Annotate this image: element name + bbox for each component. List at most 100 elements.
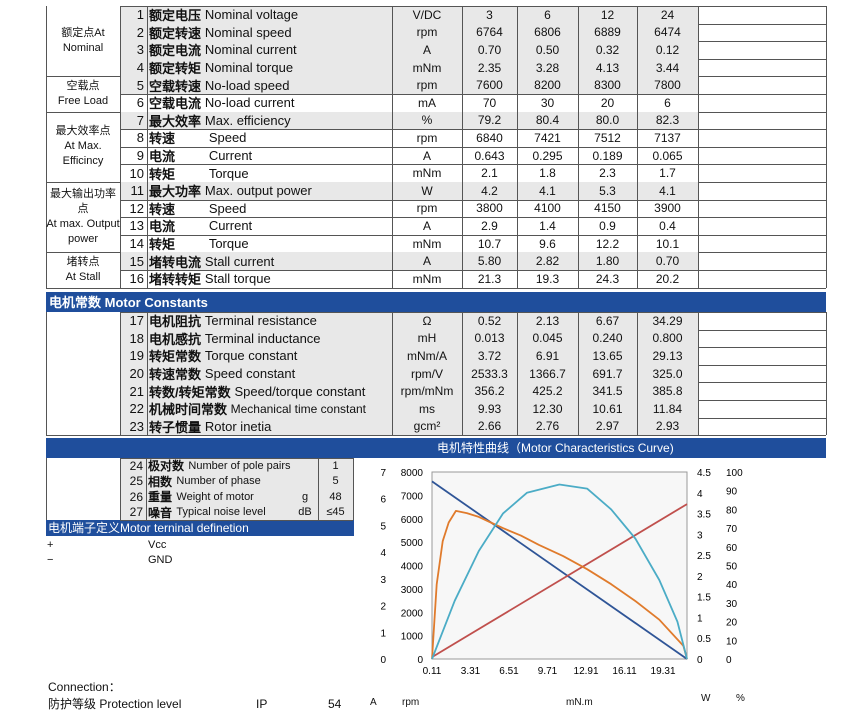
row-value: 6474 — [654, 25, 681, 40]
tick-label-pct: 40 — [726, 580, 738, 591]
tick-label-w: 2 — [697, 572, 703, 583]
group-en: At Max. Efficincy — [62, 140, 104, 168]
row-value: 6 — [664, 95, 671, 110]
row-number: 6 — [136, 95, 144, 111]
tick-label-pct: 100 — [726, 468, 743, 479]
row-value: 0.70 — [655, 254, 680, 269]
param-cn: 电机阻抗 — [149, 314, 202, 330]
tick-label-w: 4 — [697, 489, 703, 500]
row-border — [120, 94, 826, 95]
col-border — [46, 312, 47, 436]
row-value: 10.1 — [655, 236, 680, 251]
row-value: 79.2 — [477, 113, 502, 128]
row-value: 2.93 — [655, 419, 680, 434]
group-cn: 空载点 — [66, 79, 100, 92]
row-value: 3.28 — [535, 60, 560, 75]
row-value: 0.240 — [592, 331, 623, 346]
row-value: 12.30 — [532, 401, 563, 416]
param-en: Speed — [208, 200, 247, 216]
row-value: 19.3 — [535, 271, 560, 286]
row-value: 12 — [600, 7, 615, 22]
param-cn: 机械时间常数 — [149, 402, 228, 418]
row-unit: A — [422, 218, 431, 233]
tick-label-pct: 80 — [726, 505, 738, 516]
extras-unit: dB — [298, 506, 312, 519]
tick-label-w: 0 — [697, 655, 703, 666]
row-param: 转速 Speed — [149, 129, 392, 147]
tick-label-pct: 10 — [726, 636, 738, 647]
col-border — [578, 312, 579, 436]
row-value: 29.13 — [652, 348, 683, 363]
row-value: 2533.3 — [471, 366, 508, 381]
row-param: 机械时间常数 Mechanical time constant — [149, 400, 392, 418]
row-unit: W — [421, 183, 433, 198]
row-unit: mNm/A — [407, 348, 447, 363]
row-value: 0.70 — [477, 42, 502, 57]
row-unit: % — [421, 113, 433, 128]
row-value: 2.9 — [481, 218, 498, 233]
row-value: 1.8 — [539, 166, 556, 181]
row-border — [120, 234, 826, 236]
tick-label-x: 9.71 — [538, 666, 558, 677]
row-value: 7421 — [534, 130, 561, 145]
connection-label: Connection： — [48, 680, 121, 694]
extras-value: 1 — [332, 459, 339, 472]
tick-label-a: 7 — [380, 468, 386, 479]
param-cn: 转速常数 — [149, 367, 202, 383]
param-cn: 转速 — [149, 131, 176, 147]
extras-en: Typical noise level — [176, 506, 266, 519]
param-cn: 空载转速 — [149, 78, 202, 94]
group-border — [46, 76, 120, 78]
row-param: 堵转电流 Stall current — [149, 252, 392, 270]
tick-label-a: 0 — [380, 655, 386, 666]
row-value: 3 — [486, 7, 493, 22]
terminal-plus-label: Vcc — [148, 539, 167, 551]
row-value: 9.6 — [539, 236, 556, 251]
terminal-plus: + — [47, 539, 54, 551]
row-unit: rpm — [416, 130, 438, 145]
row-value: 7512 — [594, 130, 621, 145]
row-value: 2.13 — [535, 313, 560, 328]
row-value: 0.32 — [595, 42, 620, 57]
param-en: Max. output power — [204, 183, 312, 199]
row-param: 额定转矩 Nominal torque — [149, 59, 392, 77]
row-value: 0.50 — [535, 42, 560, 57]
row-param: 电流 Current — [149, 217, 392, 235]
row-value: 0.4 — [659, 218, 676, 233]
row-number: 11 — [130, 183, 145, 199]
row-number: 7 — [136, 112, 144, 128]
group-label: 堵转点 At Stall — [46, 252, 120, 287]
col-border — [462, 312, 463, 436]
param-cn: 转矩常数 — [149, 349, 202, 365]
row-unit: gcm² — [413, 419, 441, 434]
param-en: Speed constant — [204, 366, 296, 382]
row-param: 堵转转矩 Stall torque — [149, 270, 392, 288]
row-number: 20 — [129, 366, 144, 382]
row-value: 6.67 — [595, 313, 620, 328]
extras-col — [353, 458, 354, 520]
row-value: 70 — [482, 95, 497, 110]
group-label: 最大输出功率点 At max. Output power — [46, 182, 120, 252]
row-value: 0.189 — [592, 148, 623, 163]
row-unit: rpm — [416, 25, 438, 40]
row-value: 691.7 — [592, 366, 623, 381]
tick-label-a: 4 — [380, 548, 386, 559]
param-en: Torque — [208, 236, 249, 252]
row-shade — [120, 252, 698, 270]
row-number: 21 — [129, 383, 144, 399]
row-number: 10 — [129, 165, 144, 181]
param-cn: 最大功率 — [149, 184, 202, 200]
tick-label-pct: 50 — [726, 562, 738, 573]
param-cn: 额定电压 — [149, 8, 202, 24]
extras-border — [120, 458, 353, 459]
row-value: 80.0 — [595, 113, 620, 128]
tick-label-pct: 70 — [726, 524, 738, 535]
extras-col — [146, 458, 147, 520]
col-border — [637, 312, 638, 436]
row-border — [120, 217, 826, 219]
row-value: 82.3 — [655, 113, 680, 128]
param-cn: 转数/转矩常数 — [149, 384, 231, 400]
extras-param: 极对数 Number of pole pairs — [148, 458, 303, 474]
row-value: 2.76 — [535, 419, 560, 434]
